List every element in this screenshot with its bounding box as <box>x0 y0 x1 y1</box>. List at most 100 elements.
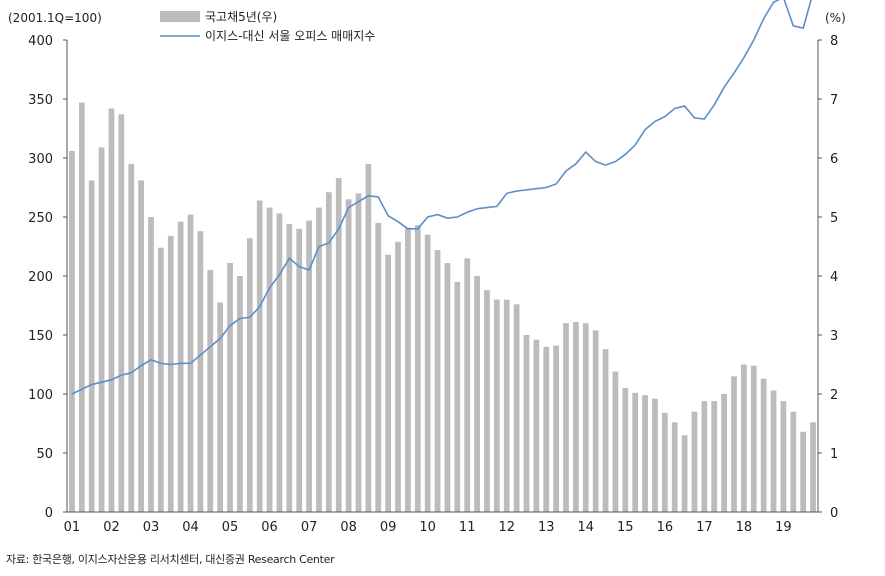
bond-bar <box>642 395 648 512</box>
bond-bar <box>444 263 451 512</box>
right-tick-label: 0 <box>830 506 838 521</box>
bond-bar <box>266 207 273 512</box>
left-tick-label: 150 <box>28 329 53 344</box>
right-tick-label: 8 <box>830 34 838 49</box>
bond-bar <box>503 299 510 512</box>
right-tick-label: 1 <box>830 447 838 462</box>
bond-bar <box>167 235 174 512</box>
bond-bar <box>158 247 164 512</box>
legend-line-label: 이지스-대신 서울 오피스 매매지수 <box>205 29 375 43</box>
left-tick-label: 50 <box>36 447 53 462</box>
legend: 국고채5년(우) 이지스-대신 서울 오피스 매매지수 <box>160 10 375 43</box>
left-axis-unit: (2001.1Q=100) <box>8 11 102 25</box>
x-tick-label: 02 <box>103 520 120 535</box>
bond-bar <box>434 250 441 513</box>
bond-bar <box>128 163 135 512</box>
bond-bar <box>602 349 609 512</box>
bond-bar <box>118 114 125 512</box>
x-tick-label: 08 <box>340 520 357 535</box>
bond-bar <box>197 231 204 512</box>
x-tick-label: 04 <box>182 520 199 535</box>
bond-bar <box>355 193 362 512</box>
bond-bar <box>414 225 421 512</box>
x-tick-label: 06 <box>261 520 278 535</box>
x-tick-label: 16 <box>657 520 674 535</box>
bond-bar <box>711 401 718 512</box>
bond-bar <box>246 238 253 513</box>
bond-bar <box>464 258 471 512</box>
bond-bar <box>385 254 392 512</box>
bond-bar <box>553 345 559 512</box>
right-tick-label: 6 <box>830 152 838 167</box>
bond-bar <box>237 276 243 512</box>
bond-bar <box>582 323 589 512</box>
left-tick-label: 0 <box>45 506 53 521</box>
bond-bar <box>780 401 787 512</box>
bond-bar <box>345 199 352 513</box>
source-note: 자료: 한국은행, 이지스자산운용 리서치센터, 대신증권 Research C… <box>6 553 335 566</box>
legend-bar-label: 국고채5년(우) <box>205 10 277 24</box>
x-tick-label: 10 <box>419 520 436 535</box>
bond-bar <box>750 365 757 512</box>
bond-bar <box>691 411 698 512</box>
bond-bar <box>177 221 184 512</box>
bond-bar <box>335 178 342 512</box>
bond-bar <box>138 180 144 513</box>
x-tick-label: 12 <box>498 520 515 535</box>
bond-bar <box>148 217 154 512</box>
right-tick-label: 5 <box>830 211 838 226</box>
bond-bar <box>88 180 95 513</box>
bond-bar <box>592 330 599 512</box>
left-tick-label: 400 <box>28 34 53 49</box>
bond-bar <box>543 346 550 512</box>
x-tick-label: 09 <box>380 520 397 535</box>
bond-bar <box>563 323 569 512</box>
bond-bar <box>810 422 816 512</box>
bond-bar <box>207 270 214 512</box>
x-tick-label: 01 <box>64 520 81 535</box>
bond-bar <box>256 200 263 513</box>
bond-bar <box>493 299 500 512</box>
bond-bar <box>474 276 480 512</box>
bond-bar <box>306 220 312 513</box>
left-tick-label: 250 <box>28 211 53 226</box>
left-tick-label: 100 <box>28 388 53 403</box>
bond-bar <box>661 412 668 512</box>
bond-bar <box>405 227 411 512</box>
bond-bar <box>721 394 727 512</box>
bond-bar <box>513 304 520 512</box>
bond-bar <box>533 339 540 512</box>
bond-bar <box>395 241 401 512</box>
bond-bar <box>217 302 224 512</box>
bond-bar <box>454 281 461 512</box>
x-tick-label: 13 <box>538 520 555 535</box>
bond-bar <box>98 147 105 512</box>
bond-bar <box>671 422 678 512</box>
x-tick-label: 03 <box>143 520 160 535</box>
x-tick-label: 15 <box>617 520 634 535</box>
bond-bar <box>484 290 490 512</box>
bond-bar <box>770 390 777 512</box>
x-tick-label: 05 <box>222 520 239 535</box>
bond-bar <box>701 401 708 512</box>
bond-bar <box>227 263 233 512</box>
x-tick-label: 07 <box>301 520 318 535</box>
bond-bar <box>622 388 629 512</box>
right-axis-unit: (%) <box>825 11 846 25</box>
bond-bar <box>652 398 658 512</box>
bond-bar <box>296 228 303 513</box>
x-tick-label: 11 <box>459 520 476 535</box>
bond-bar <box>424 234 431 512</box>
x-tick-label: 19 <box>775 520 792 535</box>
x-axis-ticks: 01 02 03 04 05 06 07 08 09 10 11 12 13 14 15 16 17 18 19 <box>64 520 792 535</box>
right-tick-label: 4 <box>830 270 838 285</box>
bond-bar <box>523 335 530 512</box>
bond-bar <box>69 150 75 513</box>
bond-bar <box>316 207 322 512</box>
left-tick-label: 200 <box>28 270 53 285</box>
bond-bar <box>681 435 688 512</box>
left-axis-ticks: 0 50 100 150 200 250 300 350 400 <box>28 34 67 521</box>
right-tick-label: 7 <box>830 93 838 108</box>
right-tick-label: 3 <box>830 329 838 344</box>
